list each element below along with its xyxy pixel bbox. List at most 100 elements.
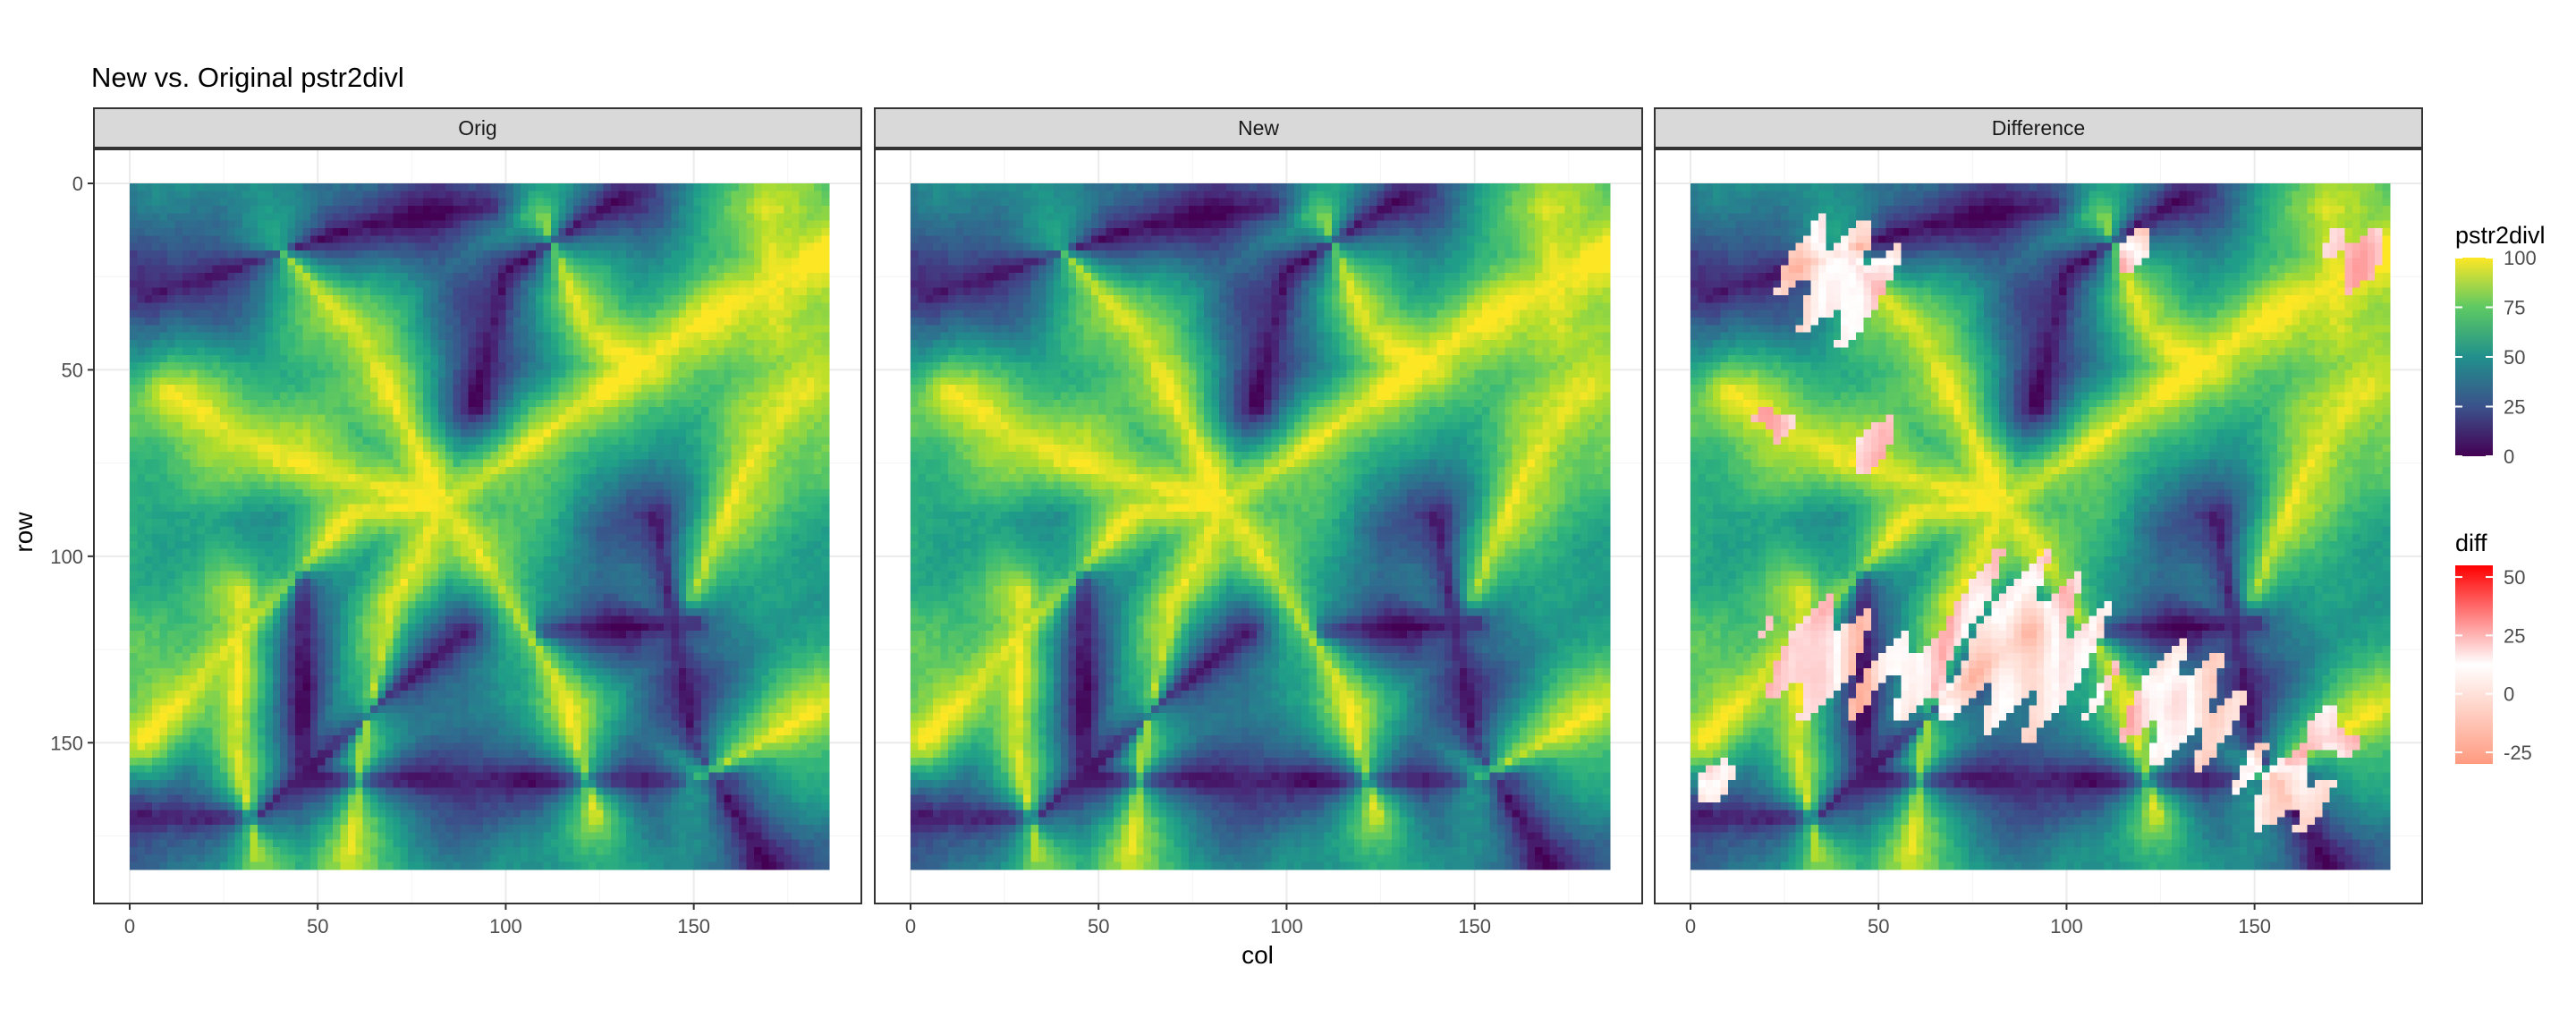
heatmap-cell [265,213,273,221]
heatmap-cell [596,564,604,572]
heatmap-cell [340,206,348,214]
heatmap-cell [761,572,769,580]
heatmap-cell [378,579,386,587]
heatmap-cell [250,437,258,445]
heatmap-cell [679,183,687,191]
heatmap-cell [709,429,717,437]
heatmap-cell [761,482,769,490]
heatmap-cell [310,505,318,513]
heatmap-cell [130,519,138,527]
heatmap-cell [664,273,672,281]
heatmap-cell [416,206,424,214]
heatmap-cell [363,221,371,229]
heatmap-cell [401,235,409,243]
heatmap-cell [589,206,597,214]
heatmap-cell [182,243,191,251]
heatmap-cell [363,228,371,236]
heatmap-cell [130,333,138,341]
heatmap-cell [438,199,446,207]
heatmap-cell [732,496,740,505]
heatmap-cell [461,385,469,393]
heatmap-cell [416,474,424,482]
heatmap-cell [190,429,198,437]
heatmap-cell [333,437,341,445]
heatmap-cell [416,482,424,490]
heatmap-cell [167,199,175,207]
heatmap-cell [822,213,830,221]
heatmap-cell [363,452,371,460]
heatmap-cell [378,527,386,535]
heatmap-cell [476,362,484,370]
heatmap-cell [544,347,552,355]
heatmap-cell [310,250,318,259]
heatmap-cell [505,347,513,355]
heatmap-cell [664,527,672,535]
heatmap-cell [641,347,649,355]
heatmap-cell [363,273,371,281]
heatmap-cell [160,199,168,207]
heatmap-cell [461,541,469,549]
heatmap-cell [227,512,235,520]
heatmap-cell [633,369,641,378]
heatmap-cell [747,235,755,243]
heatmap-cell [416,422,424,430]
heatmap-cell [310,496,318,505]
heatmap-cell [724,347,732,355]
heatmap-cell [453,333,462,341]
heatmap-cell [498,564,506,572]
heatmap-cell [175,407,183,415]
heatmap-cell [430,400,438,408]
heatmap-cell [182,422,191,430]
heatmap-cell [175,228,183,236]
heatmap-cell [258,378,266,386]
heatmap-cell [544,445,552,453]
heatmap-cell [581,572,589,580]
heatmap-cell [536,414,544,422]
heatmap-cell [558,243,566,251]
heatmap-cell [761,369,769,378]
heatmap-cell [430,369,438,378]
heatmap-cell [198,362,206,370]
heatmap-cell [468,250,476,259]
heatmap-cell [529,407,537,415]
heatmap-cell [190,541,198,549]
heatmap-cell [160,191,168,199]
heatmap-cell [182,302,191,310]
heatmap-cell [732,519,740,527]
heatmap-cell [295,392,303,400]
heatmap-cell [551,445,559,453]
heatmap-cell [671,318,679,326]
heatmap-cell [619,325,627,333]
heatmap-cell [686,310,694,318]
heatmap-cell [566,429,574,437]
heatmap-cell [671,467,679,475]
heatmap-cell [152,579,160,587]
heatmap-cell [386,221,394,229]
heatmap-cell [152,280,160,288]
heatmap-cell [769,541,777,549]
heatmap-cell [235,534,243,542]
heatmap-cell [408,310,416,318]
heatmap-cell [814,519,822,527]
heatmap-cell [641,414,649,422]
heatmap-cell [416,519,424,527]
heatmap-cell [822,273,830,281]
heatmap-cell [318,302,326,310]
heatmap-cell [732,355,740,363]
heatmap-cell [686,355,694,363]
heatmap-cell [747,310,755,318]
heatmap-cell [739,467,747,475]
heatmap-cell [302,452,310,460]
heatmap-cell [235,482,243,490]
heatmap-cell [318,250,326,259]
heatmap-cell [619,452,627,460]
heatmap-cell [258,460,266,468]
heatmap-cell [491,221,499,229]
heatmap-cell [657,213,665,221]
heatmap-cell [348,489,356,497]
heatmap-cell [521,235,529,243]
heatmap-cell [581,333,589,341]
heatmap-cell [664,496,672,505]
heatmap-cell [626,325,634,333]
heatmap-cell [302,243,310,251]
